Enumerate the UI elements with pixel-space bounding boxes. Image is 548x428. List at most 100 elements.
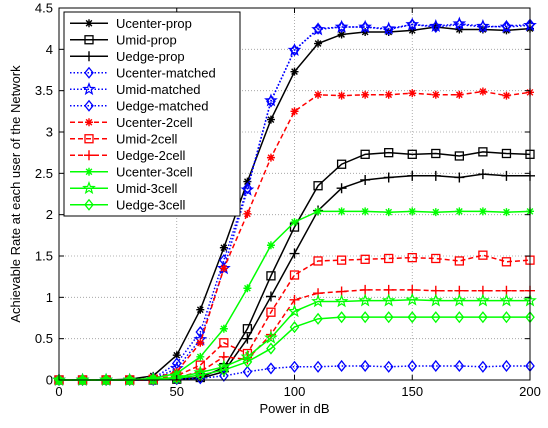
data-point [196, 352, 205, 361]
data-point [478, 87, 487, 96]
legend-entry: Uedge-prop [70, 49, 185, 64]
data-point [430, 359, 441, 372]
data-point [149, 374, 158, 383]
legend-label: Uedge-matched [116, 98, 209, 113]
data-point [289, 321, 300, 334]
data-point [501, 170, 512, 181]
data-point [336, 255, 347, 265]
data-point [84, 66, 94, 79]
legend-box [63, 11, 241, 217]
data-point [478, 207, 487, 216]
data-point [454, 311, 465, 324]
legend-label: Uedge-3cell [116, 197, 185, 212]
data-point [431, 90, 440, 99]
data-point [266, 115, 275, 124]
data-point [499, 19, 514, 33]
data-point [290, 67, 299, 76]
data-point [428, 293, 443, 307]
data-point [85, 19, 93, 28]
data-point [430, 170, 441, 181]
data-point [478, 311, 488, 324]
data-point [477, 169, 488, 180]
legend-entry: Ucenter-2cell [70, 115, 193, 130]
legend-entry: Ucenter-prop [70, 16, 192, 31]
data-point [148, 373, 159, 386]
data-point [196, 305, 205, 314]
data-point [77, 373, 88, 387]
data-point [383, 284, 394, 295]
data-point [360, 311, 370, 324]
data-point [478, 147, 488, 157]
data-point [381, 21, 396, 35]
data-point [266, 307, 276, 317]
data-point [337, 91, 346, 100]
data-point [383, 360, 394, 373]
data-point [478, 20, 488, 34]
x-tick-label: 0 [55, 384, 62, 399]
data-point [430, 311, 441, 324]
data-point [502, 91, 511, 100]
data-point [243, 177, 252, 186]
data-point [242, 333, 253, 344]
data-point [384, 148, 394, 158]
data-point [454, 151, 465, 161]
data-point [407, 149, 417, 159]
data-point [476, 18, 490, 33]
data-point [314, 90, 323, 99]
legend-label: Umid-matched [116, 82, 201, 97]
data-point [384, 208, 393, 217]
data-point [264, 93, 278, 107]
data-point [454, 256, 465, 266]
data-point [407, 170, 418, 181]
legend-entry: Umid-2cell [70, 131, 178, 146]
data-point [360, 149, 370, 159]
data-point [243, 209, 252, 218]
x-tick-label: 50 [170, 384, 184, 399]
legend-label: Umid-2cell [116, 131, 178, 146]
data-point [384, 90, 393, 99]
data-point [454, 359, 465, 372]
data-point [82, 82, 96, 96]
legend-entry: Uedge-3cell [70, 197, 185, 212]
data-point [84, 51, 94, 62]
data-point [361, 207, 370, 216]
data-point [219, 324, 228, 333]
data-point [84, 35, 94, 45]
data-point [84, 99, 94, 112]
data-point [289, 270, 300, 280]
legend-entry: Umid-prop [70, 32, 177, 47]
y-tick-label: 2 [46, 207, 53, 222]
legend-entry: Umid-matched [70, 82, 201, 97]
data-point [266, 95, 276, 108]
legend-label: Ucenter-prop [116, 16, 192, 31]
data-point [452, 16, 467, 30]
data-point [219, 369, 229, 382]
data-point [54, 373, 64, 387]
data-point [336, 359, 347, 372]
y-tick-label: 3.5 [35, 83, 53, 98]
legend-entry: Uedge-2cell [70, 148, 185, 163]
data-point [219, 364, 229, 377]
data-point [242, 365, 253, 378]
data-point [408, 207, 417, 216]
y-tick-label: 0 [46, 373, 53, 388]
data-point [452, 293, 467, 307]
data-point [384, 27, 393, 36]
data-point [242, 182, 253, 195]
data-point [313, 181, 323, 191]
data-point [478, 250, 488, 260]
data-point [101, 373, 111, 387]
data-point [501, 359, 512, 372]
data-point [336, 311, 347, 324]
legend-entry: Ucenter-3cell [70, 164, 193, 179]
data-point [407, 253, 417, 263]
data-point [361, 90, 370, 99]
data-point [454, 18, 465, 31]
y-tick-label: 1 [46, 290, 53, 305]
data-point [314, 39, 323, 48]
data-point [360, 174, 371, 185]
data-point [334, 294, 349, 308]
